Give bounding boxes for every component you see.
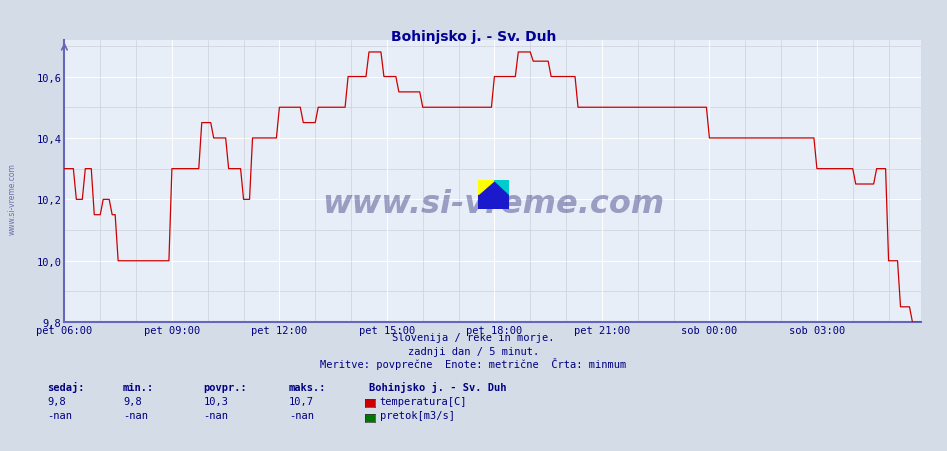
Text: min.:: min.: [123, 382, 154, 392]
Text: povpr.:: povpr.: [204, 382, 247, 392]
Text: 9,8: 9,8 [47, 396, 66, 405]
Polygon shape [478, 180, 509, 210]
Text: www.si-vreme.com: www.si-vreme.com [8, 162, 17, 235]
Text: Bohinjsko j. - Sv. Duh: Bohinjsko j. - Sv. Duh [391, 30, 556, 44]
Polygon shape [478, 180, 494, 195]
Text: temperatura[C]: temperatura[C] [380, 396, 467, 405]
Text: www.si-vreme.com: www.si-vreme.com [322, 189, 664, 220]
Text: sedaj:: sedaj: [47, 381, 85, 392]
Text: -nan: -nan [123, 410, 148, 420]
Text: 10,3: 10,3 [204, 396, 228, 405]
Text: zadnji dan / 5 minut.: zadnji dan / 5 minut. [408, 346, 539, 356]
Text: maks.:: maks.: [289, 382, 327, 392]
Text: 9,8: 9,8 [123, 396, 142, 405]
Text: Meritve: povprečne  Enote: metrične  Črta: minmum: Meritve: povprečne Enote: metrične Črta:… [320, 358, 627, 369]
Text: -nan: -nan [204, 410, 228, 420]
Text: -nan: -nan [289, 410, 313, 420]
Text: 10,7: 10,7 [289, 396, 313, 405]
Text: pretok[m3/s]: pretok[m3/s] [380, 410, 455, 420]
Text: Bohinjsko j. - Sv. Duh: Bohinjsko j. - Sv. Duh [369, 381, 507, 392]
Text: -nan: -nan [47, 410, 72, 420]
Polygon shape [494, 180, 509, 195]
Text: Slovenija / reke in morje.: Slovenija / reke in morje. [392, 332, 555, 342]
Polygon shape [478, 195, 509, 210]
